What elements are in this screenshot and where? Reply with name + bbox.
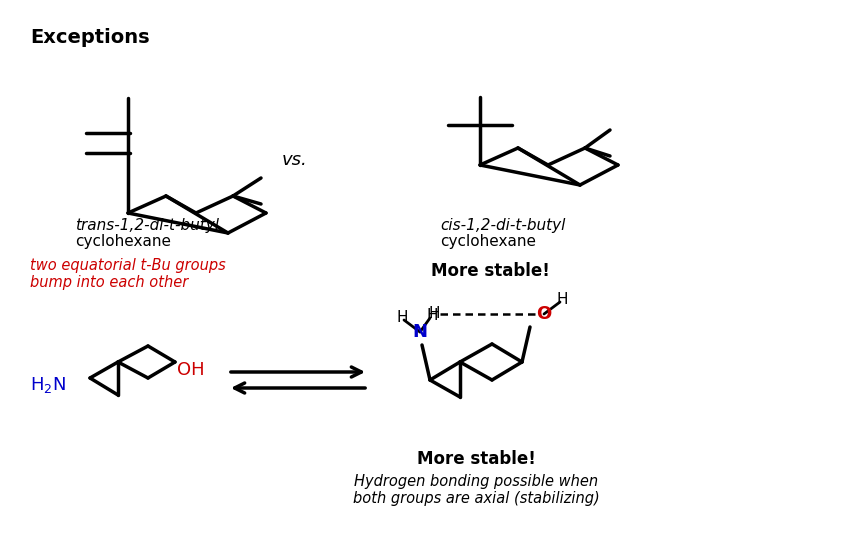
Text: bump into each other: bump into each other [30,275,188,290]
Text: both groups are axial (stabilizing): both groups are axial (stabilizing) [352,491,600,506]
Text: cyclohexane: cyclohexane [440,234,536,249]
Text: Hydrogen bonding possible when: Hydrogen bonding possible when [354,474,598,489]
Text: two equatorial t-Bu groups: two equatorial t-Bu groups [30,258,226,273]
Text: H: H [556,293,568,307]
Text: vs.: vs. [282,151,308,169]
Text: H: H [426,309,437,323]
Text: cyclohexane: cyclohexane [75,234,171,249]
Text: H: H [397,310,408,326]
Text: Exceptions: Exceptions [30,28,149,47]
Text: N: N [412,323,428,341]
Text: More stable!: More stable! [431,262,549,280]
Text: More stable!: More stable! [417,450,536,468]
Text: OH: OH [177,361,205,379]
Text: trans-1,2-di-t-butyl: trans-1,2-di-t-butyl [75,218,219,233]
Text: H$_2$N: H$_2$N [30,375,66,395]
Text: cis-1,2-di-t-butyl: cis-1,2-di-t-butyl [440,218,565,233]
Text: O: O [536,305,552,323]
Text: H: H [428,306,440,321]
